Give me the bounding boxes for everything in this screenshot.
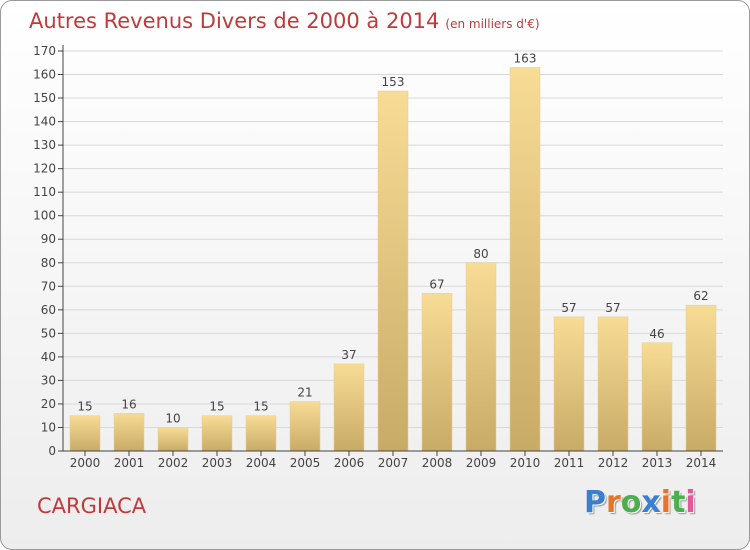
x-tick-label: 2000 [70, 456, 101, 470]
proxiti-logo: Proxiti [584, 485, 696, 520]
axes [58, 45, 723, 456]
x-tick-label: 2009 [466, 456, 497, 470]
chart-title: Autres Revenus Divers de 2000 à 2014 (en … [29, 9, 540, 33]
logo-letter: P [584, 485, 606, 520]
bar [377, 90, 409, 452]
data-label: 21 [297, 386, 312, 400]
x-tick-label: 2012 [598, 456, 629, 470]
x-tick-label: 2005 [290, 456, 321, 470]
data-label: 153 [382, 75, 405, 89]
y-tick-label: 10 [41, 420, 56, 434]
data-label: 15 [77, 400, 92, 414]
data-label: 57 [605, 301, 620, 315]
logo-letter: x [641, 485, 661, 520]
data-label: 46 [649, 327, 664, 341]
y-tick-label: 0 [48, 444, 56, 458]
logo-letter: r [606, 485, 621, 520]
x-tick-label: 2013 [642, 456, 673, 470]
y-tick-label: 20 [41, 397, 56, 411]
bar [465, 262, 497, 452]
bar [685, 304, 717, 452]
x-tick-label: 2001 [114, 456, 145, 470]
data-label: 57 [561, 301, 576, 315]
data-label: 15 [253, 400, 268, 414]
bar [157, 427, 189, 452]
bar [553, 316, 585, 452]
logo-letter: i [660, 485, 672, 520]
y-tick-label: 130 [33, 138, 56, 152]
logo-letter: t [671, 485, 686, 520]
y-tick-label: 170 [33, 44, 56, 58]
bar [597, 316, 629, 452]
x-tick-label: 2007 [378, 456, 409, 470]
bar [641, 342, 673, 452]
y-tick-label: 50 [41, 326, 56, 340]
data-label: 16 [121, 397, 136, 411]
y-tick-label: 120 [33, 162, 56, 176]
data-label: 10 [165, 411, 180, 425]
bar [509, 67, 541, 452]
x-tick-label: 2006 [334, 456, 365, 470]
bar [69, 415, 101, 452]
y-tick-label: 150 [33, 91, 56, 105]
bar [289, 401, 321, 452]
commune-name: CARGIACA [37, 494, 147, 518]
y-tick-label: 110 [33, 185, 56, 199]
bars [69, 67, 717, 452]
data-label: 62 [693, 289, 708, 303]
x-tick-label: 2011 [554, 456, 585, 470]
x-tick-label: 2014 [686, 456, 717, 470]
bar [333, 363, 365, 452]
x-tick-label: 2002 [158, 456, 189, 470]
labels: 0 10 20 30 40 50 60 70 80 90 100 110 120 130 140 150 160… [33, 44, 716, 470]
data-label: 80 [473, 247, 488, 261]
bar [421, 293, 453, 452]
x-tick-label: 2004 [246, 456, 277, 470]
y-tick-label: 140 [33, 115, 56, 129]
chart-subtitle: (en milliers d'€) [445, 17, 540, 31]
x-tick-label: 2003 [202, 456, 233, 470]
data-label: 163 [514, 51, 537, 65]
y-tick-label: 70 [41, 279, 56, 293]
bar [113, 413, 145, 452]
data-label: 37 [341, 348, 356, 362]
y-tick-label: 60 [41, 303, 56, 317]
data-label: 67 [429, 277, 444, 291]
x-tick-label: 2010 [510, 456, 541, 470]
bar [201, 415, 233, 452]
y-tick-label: 80 [41, 256, 56, 270]
x-tick-label: 2008 [422, 456, 453, 470]
y-tick-label: 90 [41, 232, 56, 246]
y-tick-label: 100 [33, 209, 56, 223]
bar [245, 415, 277, 452]
chart-title-text: Autres Revenus Divers de 2000 à 2014 [29, 9, 440, 33]
y-tick-label: 160 [33, 68, 56, 82]
y-tick-label: 30 [41, 373, 56, 387]
data-label: 15 [209, 400, 224, 414]
y-tick-label: 40 [41, 350, 56, 364]
logo-letter: i [685, 485, 696, 520]
logo-letter: o [620, 485, 642, 520]
